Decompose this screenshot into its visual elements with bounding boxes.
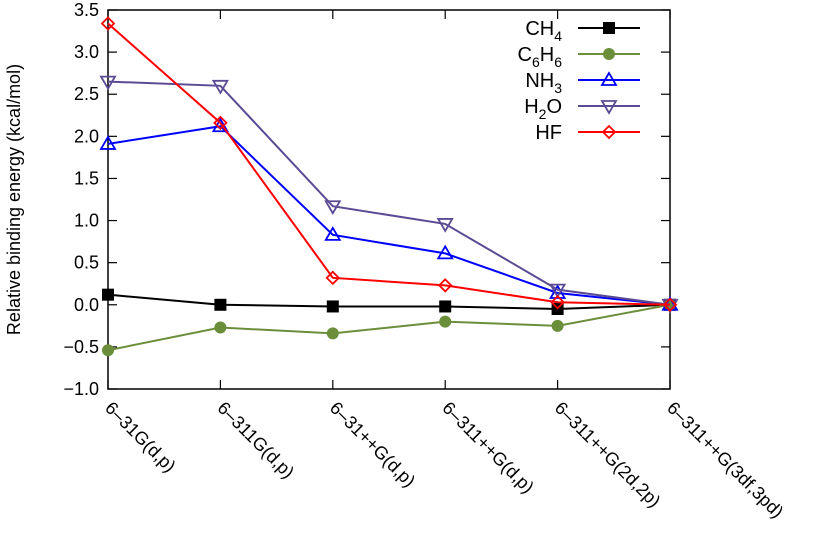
data-point xyxy=(437,278,453,293)
y-tick-label: 1.0 xyxy=(74,211,99,231)
data-point xyxy=(213,115,228,131)
legend-label: C6H6 xyxy=(518,44,563,70)
data-point xyxy=(600,100,618,115)
series-c6h6: C6H6 xyxy=(102,44,676,357)
plot-frame xyxy=(107,9,671,390)
data-point xyxy=(550,294,565,310)
legend-label: NH3 xyxy=(525,70,562,96)
series-hf: HF xyxy=(100,16,678,313)
data-point xyxy=(603,22,615,34)
data-point xyxy=(211,79,229,95)
data-point xyxy=(102,344,114,357)
data-point xyxy=(436,218,454,233)
legend-label: H2O xyxy=(524,96,562,122)
x-tick-label: 6–311++G(d,p) xyxy=(438,398,538,498)
y-tick-label: 1.5 xyxy=(74,168,99,188)
data-point xyxy=(603,48,615,60)
data-point xyxy=(601,124,617,140)
series-line xyxy=(107,80,671,306)
y-tick-label: 2.0 xyxy=(74,126,99,146)
data-point xyxy=(324,226,342,241)
data-point xyxy=(600,71,618,86)
data-point xyxy=(325,270,341,286)
x-tick-label: 6–311G(d,p) xyxy=(214,398,299,483)
legend-label: CH4 xyxy=(525,18,562,44)
y-tick-label: 3.5 xyxy=(74,0,99,20)
data-point xyxy=(549,283,567,299)
series-line xyxy=(107,22,671,306)
data-point xyxy=(436,244,454,260)
data-point xyxy=(439,300,452,313)
data-point xyxy=(99,135,117,150)
series-h2o: H2O xyxy=(99,75,679,314)
data-point xyxy=(551,319,564,332)
x-tick-label: 6–31++G(d,p) xyxy=(326,398,419,491)
y-axis-label: Relative binding energy (kcal/mol) xyxy=(4,64,24,335)
data-point xyxy=(326,300,339,313)
series-line xyxy=(107,125,671,306)
y-tick-label: −0.5 xyxy=(63,337,99,357)
data-point xyxy=(326,327,339,340)
y-tick-label: 0.5 xyxy=(74,253,99,273)
data-point xyxy=(324,200,342,216)
data-point xyxy=(662,297,678,313)
data-point xyxy=(214,298,227,311)
x-tick-label: 6–311++G(3df,3pd) xyxy=(663,398,787,522)
y-tick-label: 3.0 xyxy=(74,42,99,62)
series-line xyxy=(107,303,671,352)
data-point xyxy=(99,75,117,91)
x-tick-label: 6–311++G(2d,2p) xyxy=(551,398,665,512)
series-line xyxy=(107,293,671,310)
series-nh3: NH3 xyxy=(99,70,679,311)
data-point xyxy=(214,321,227,334)
data-point xyxy=(100,16,116,31)
x-tick-label: 6–31G(d,p) xyxy=(101,398,180,477)
data-point xyxy=(439,315,452,328)
legend-label: HF xyxy=(535,122,562,144)
y-tick-label: −1.0 xyxy=(63,379,99,399)
series-ch4: CH4 xyxy=(102,18,676,315)
y-tick-label: 2.5 xyxy=(74,84,99,104)
y-tick-label: 0.0 xyxy=(74,295,99,315)
data-point xyxy=(102,288,114,301)
